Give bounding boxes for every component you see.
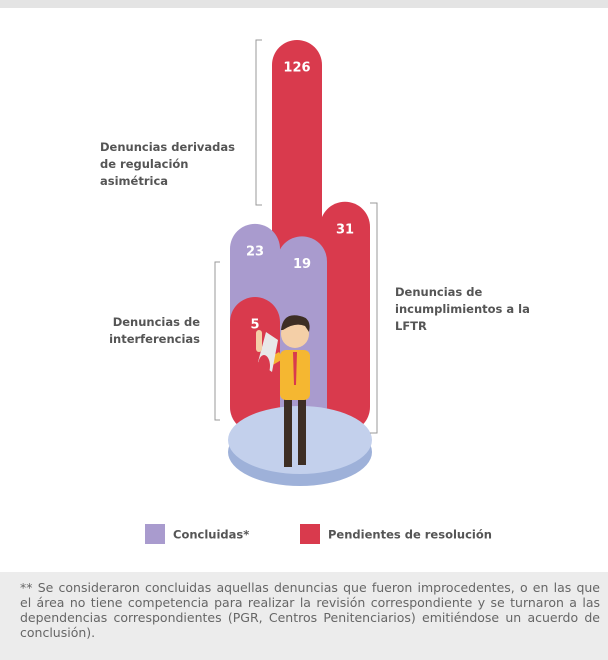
value-label: 126 — [283, 60, 310, 75]
pillar — [230, 297, 280, 432]
brackets — [214, 39, 378, 434]
legend-swatch — [145, 524, 165, 544]
legend-label: Concluidas* — [173, 528, 249, 542]
category-label: Denuncias de interferencias — [109, 315, 200, 346]
value-label: 5 — [250, 318, 259, 333]
footnote: ** Se consideraron concluidas aquellas d… — [20, 580, 600, 640]
legend-swatch — [300, 524, 320, 544]
value-label: 31 — [336, 222, 354, 237]
value-label: 19 — [293, 257, 311, 272]
category-label: Denuncias de incumplimientos a la LFTR — [395, 285, 530, 333]
footnote-box: ** Se consideraron concluidas aquellas d… — [0, 572, 608, 660]
legend: Concluidas* Pendientes de resolución — [145, 524, 492, 544]
category-label: Denuncias derivadas de regulación asimét… — [100, 140, 236, 188]
value-label: 23 — [246, 244, 264, 259]
legend-label: Pendientes de resolución — [328, 528, 492, 542]
top-band — [0, 0, 608, 8]
chart: 126 31 23 19 5 Concluidas* Pendientes de reso… — [145, 39, 492, 544]
figure — [228, 315, 372, 486]
pillars: 126 31 23 19 5 — [230, 39, 370, 433]
pillar — [320, 201, 370, 432]
